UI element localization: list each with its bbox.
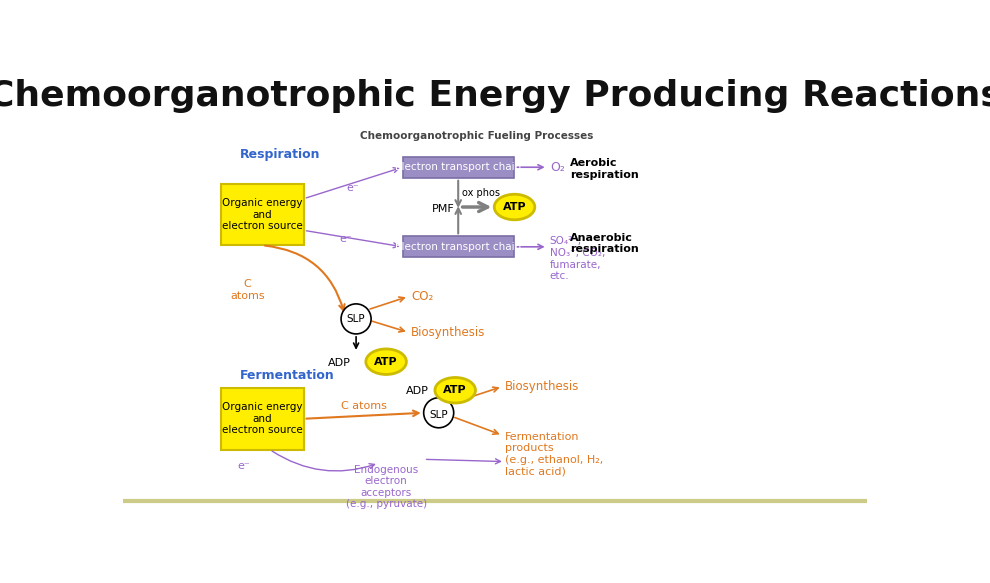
Text: ATP: ATP [374,357,398,367]
Text: CO₂: CO₂ [411,290,434,303]
FancyBboxPatch shape [221,184,304,245]
Ellipse shape [494,194,535,220]
Text: Chemoorganotrophic Fueling Processes: Chemoorganotrophic Fueling Processes [359,131,593,141]
Text: SLP: SLP [346,314,365,324]
Text: C atoms: C atoms [341,401,386,411]
Text: Biosynthesis: Biosynthesis [505,380,579,393]
Text: PMF: PMF [432,203,454,213]
Text: C
atoms: C atoms [230,279,264,301]
FancyBboxPatch shape [403,157,514,178]
Text: ATP: ATP [444,385,467,395]
Text: Fermentation: Fermentation [240,369,335,382]
Text: SO₄²⁻,
NO₃⁻, CO₂,
fumarate,
etc.: SO₄²⁻, NO₃⁻, CO₂, fumarate, etc. [549,236,605,281]
Text: e⁻: e⁻ [346,182,359,193]
FancyBboxPatch shape [221,388,304,449]
Text: Biosynthesis: Biosynthesis [411,326,485,339]
Text: O₂: O₂ [549,161,564,174]
Ellipse shape [366,349,407,374]
Text: Fermentation
products
(e.g., ethanol, H₂,
lactic acid): Fermentation products (e.g., ethanol, H₂… [505,431,603,476]
Text: ADP: ADP [328,358,351,368]
Text: Aerobic
respiration: Aerobic respiration [570,158,639,180]
Text: e⁻: e⁻ [237,461,249,471]
Text: ATP: ATP [503,202,527,212]
Text: Electron transport chain: Electron transport chain [395,242,522,252]
Circle shape [424,398,453,428]
FancyBboxPatch shape [403,236,514,257]
Text: Respiration: Respiration [240,147,320,161]
Circle shape [342,304,371,334]
Text: Organic energy
and
electron source: Organic energy and electron source [222,402,303,436]
Text: Chemoorganotrophic Energy Producing Reactions: Chemoorganotrophic Energy Producing Reac… [0,79,990,113]
Text: SLP: SLP [430,410,448,420]
Text: Anaerobic
respiration: Anaerobic respiration [570,233,639,254]
Text: Organic energy
and
electron source: Organic energy and electron source [222,198,303,231]
Text: e⁻: e⁻ [340,234,352,244]
Text: Endogenous
electron
acceptors
(e.g., pyruvate): Endogenous electron acceptors (e.g., pyr… [346,465,427,510]
Text: Electron transport chain: Electron transport chain [395,162,522,172]
Text: ox phos: ox phos [462,188,500,198]
Text: ADP: ADP [406,387,429,396]
Ellipse shape [435,377,475,403]
